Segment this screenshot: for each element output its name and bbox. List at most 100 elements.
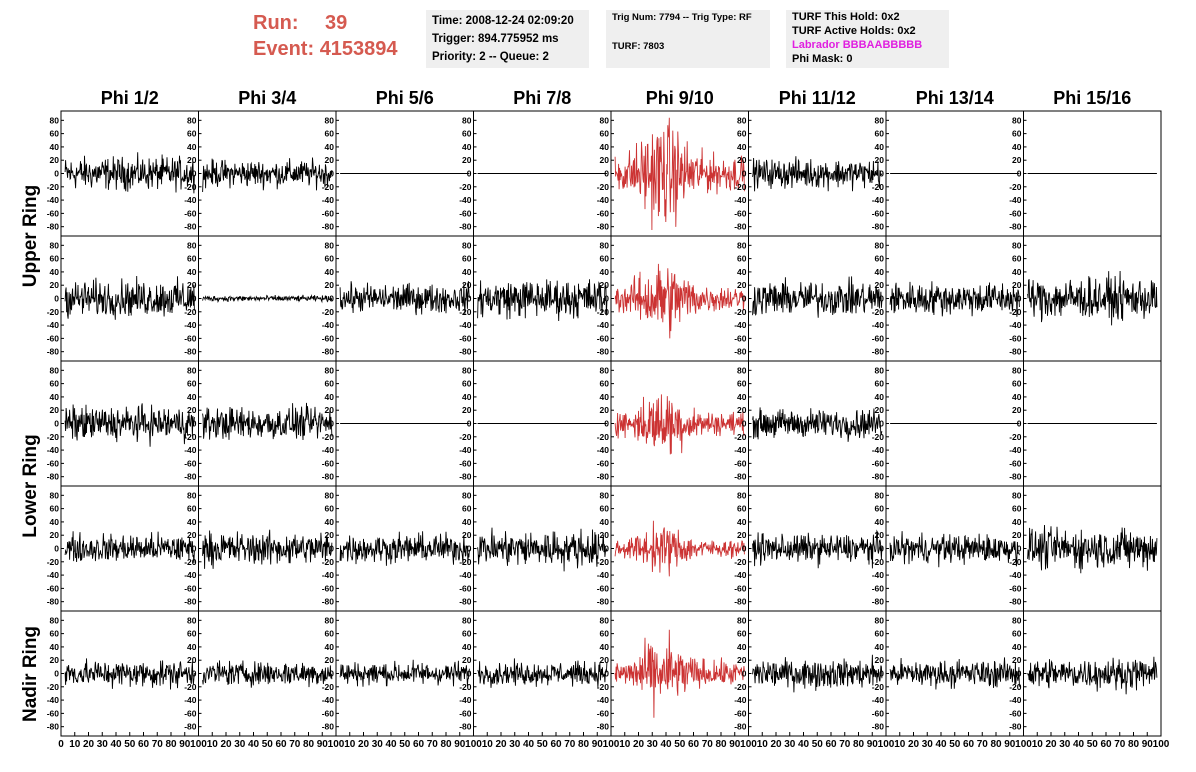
y-tick-label: 40 xyxy=(1012,142,1022,152)
y-tick-label: -20 xyxy=(872,682,885,692)
y-tick-label: 80 xyxy=(50,240,60,250)
y-tick-label: -60 xyxy=(184,208,197,218)
waveform-trace xyxy=(202,402,333,441)
y-tick-label: 40 xyxy=(187,392,197,402)
trigger-text: Trigger: 894.775952 ms xyxy=(432,33,559,45)
run-line: Run: 39 xyxy=(253,10,418,36)
y-tick-label: 20 xyxy=(462,155,472,165)
x-tick-label: 100 xyxy=(190,739,207,750)
x-tick-label: 60 xyxy=(550,739,562,750)
y-tick-label: -20 xyxy=(1009,182,1022,192)
x-tick-label: 90 xyxy=(317,739,329,750)
y-tick-label: 80 xyxy=(325,240,335,250)
x-tick-label: 10 xyxy=(757,739,769,750)
y-tick-label: -80 xyxy=(1009,222,1022,232)
y-tick-label: -40 xyxy=(322,195,335,205)
waveform-trace xyxy=(64,531,195,563)
x-tick-label: 10 xyxy=(69,739,81,750)
y-tick-label: -20 xyxy=(597,432,610,442)
y-tick-label: -80 xyxy=(322,597,335,607)
y-tick-label: -20 xyxy=(459,182,472,192)
y-tick-label: -60 xyxy=(47,208,60,218)
x-tick-label: 50 xyxy=(674,739,686,750)
y-tick-label: 0 xyxy=(192,419,197,429)
y-tick-label: 40 xyxy=(462,267,472,277)
column-header: Phi 1/2 xyxy=(101,88,159,108)
y-tick-label: -20 xyxy=(459,557,472,567)
x-tick-label: 40 xyxy=(385,739,397,750)
y-tick-label: 0 xyxy=(329,294,334,304)
column-header: Phi 5/6 xyxy=(376,88,434,108)
y-tick-label: 0 xyxy=(54,169,59,179)
y-tick-label: 0 xyxy=(467,419,472,429)
y-tick-label: -20 xyxy=(872,307,885,317)
y-tick-label: 20 xyxy=(1012,405,1022,415)
y-tick-label: 60 xyxy=(1012,129,1022,139)
x-tick-label: 40 xyxy=(935,739,947,750)
x-tick-label: 80 xyxy=(715,739,727,750)
y-tick-label: -40 xyxy=(184,695,197,705)
x-tick-label: 20 xyxy=(495,739,507,750)
y-tick-label: 20 xyxy=(600,655,610,665)
y-tick-label: -80 xyxy=(184,597,197,607)
y-tick-label: 40 xyxy=(875,642,885,652)
x-tick-label: 60 xyxy=(688,739,700,750)
x-tick-label: 100 xyxy=(1153,739,1170,750)
y-tick-label: 0 xyxy=(742,169,747,179)
y-tick-label: 60 xyxy=(1012,504,1022,514)
x-tick-label: 50 xyxy=(949,739,961,750)
labrador-text: Labrador BBBAABBBBB xyxy=(792,39,923,51)
y-tick-label: -80 xyxy=(872,722,885,732)
waveform-trace xyxy=(64,152,195,194)
y-tick-label: 40 xyxy=(600,392,610,402)
trigger-info-box: Trig Num: 7794 -- Trig Type: RF TURF: 78… xyxy=(606,10,770,68)
y-tick-label: -60 xyxy=(872,583,885,593)
y-tick-label: 60 xyxy=(875,254,885,264)
y-tick-label: -20 xyxy=(459,432,472,442)
y-tick-label: 60 xyxy=(325,629,335,639)
x-tick-label: 50 xyxy=(399,739,411,750)
y-tick-label: -80 xyxy=(459,472,472,482)
y-tick-label: 80 xyxy=(187,240,197,250)
y-tick-label: -80 xyxy=(322,347,335,357)
y-tick-label: 0 xyxy=(742,544,747,554)
y-tick-label: 60 xyxy=(187,504,197,514)
y-tick-label: 0 xyxy=(604,419,609,429)
y-tick-label: 20 xyxy=(462,655,472,665)
y-tick-label: -80 xyxy=(47,472,60,482)
waveform-trace xyxy=(202,294,333,304)
column-header: Phi 3/4 xyxy=(238,88,296,108)
y-tick-label: 0 xyxy=(1017,169,1022,179)
x-tick-label: 30 xyxy=(784,739,796,750)
y-tick-label: -20 xyxy=(322,557,335,567)
y-tick-label: 80 xyxy=(187,115,197,125)
y-tick-label: 80 xyxy=(325,365,335,375)
y-tick-label: 0 xyxy=(467,544,472,554)
y-tick-label: 20 xyxy=(325,655,335,665)
x-tick-label: 90 xyxy=(729,739,741,750)
y-tick-label: 60 xyxy=(600,504,610,514)
y-tick-label: -40 xyxy=(597,195,610,205)
y-tick-label: 80 xyxy=(737,115,747,125)
x-tick-label: 40 xyxy=(110,739,122,750)
y-tick-label: -60 xyxy=(597,208,610,218)
y-tick-label: 60 xyxy=(50,254,60,264)
y-tick-label: -80 xyxy=(184,472,197,482)
y-tick-label: 40 xyxy=(875,142,885,152)
y-tick-label: -80 xyxy=(734,472,747,482)
x-tick-label: 20 xyxy=(358,739,370,750)
y-tick-label: 80 xyxy=(187,365,197,375)
y-tick-label: 20 xyxy=(737,405,747,415)
y-tick-label: 0 xyxy=(192,669,197,679)
waveform-trace xyxy=(1027,270,1158,326)
y-tick-label: -20 xyxy=(184,307,197,317)
waveform-trace xyxy=(1027,656,1158,695)
y-tick-label: 80 xyxy=(1012,490,1022,500)
y-tick-label: 40 xyxy=(462,142,472,152)
x-tick-label: 50 xyxy=(537,739,549,750)
y-tick-label: -80 xyxy=(47,347,60,357)
column-header: Phi 7/8 xyxy=(513,88,571,108)
y-tick-label: 0 xyxy=(1017,544,1022,554)
y-tick-label: -20 xyxy=(459,682,472,692)
y-tick-label: -80 xyxy=(872,347,885,357)
